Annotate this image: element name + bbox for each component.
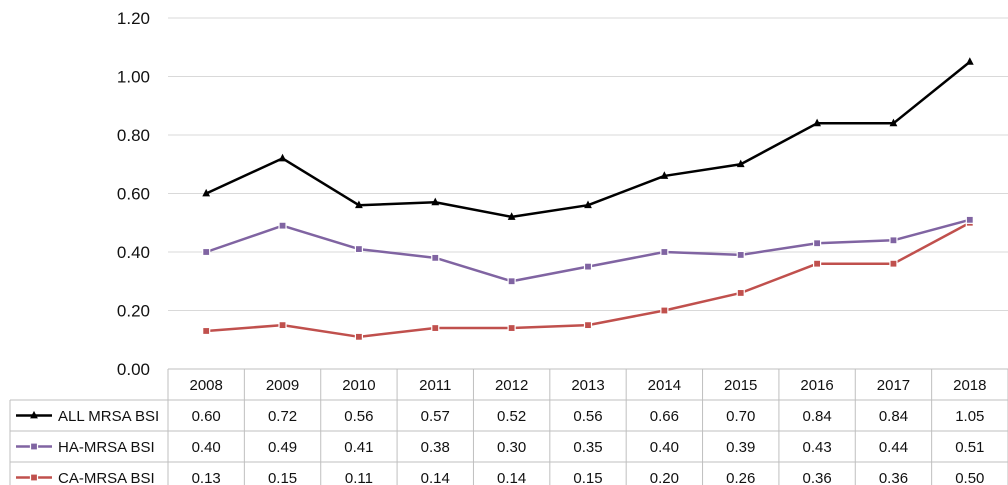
data-point [813,118,821,127]
data-point [431,323,440,333]
data-point [660,247,669,257]
x-category-label: 2015 [724,377,757,394]
series-line [206,221,971,339]
table-cell-value: 0.51 [955,439,984,456]
table-cell-value: 0.26 [726,470,755,485]
data-point [889,236,898,245]
table-cell-value: 0.14 [497,470,526,485]
data-point [278,153,287,162]
data-point [507,212,516,220]
table-cell-value: 0.30 [497,439,526,456]
data-point [889,259,898,268]
series-line [205,218,971,283]
data-point [507,323,516,333]
table-cell-value: 0.56 [344,408,373,425]
table-cell-value: 0.43 [802,439,831,456]
data-point [278,221,287,230]
table-cell-value: 1.05 [955,408,984,425]
data-point [354,244,364,254]
table-cell-value: 0.36 [879,470,908,485]
table-cell-value: 0.15 [573,470,602,485]
y-tick-label: 0.00 [117,360,150,379]
series-lines [202,57,974,341]
table-cell-value: 0.66 [650,408,679,425]
x-category-label: 2016 [800,377,833,394]
table-cell-value: 0.72 [268,408,297,425]
data-point [431,253,440,262]
table-cell-value: 0.20 [650,470,679,485]
y-axis: 0.00 0.20 0.40 0.60 0.80 1.00 1.20 [117,9,150,379]
table-cell-value: 0.84 [879,408,908,425]
grid-lines [168,17,1008,311]
table-cell-value: 0.60 [192,408,221,425]
legend-series-name: ALL MRSA BSI [58,408,159,425]
x-category-label: 2014 [648,377,681,394]
legend-key-marker [30,410,38,419]
x-category-label: 2008 [189,377,222,394]
x-category-label: 2012 [495,377,528,394]
table-cell-value: 0.84 [802,408,831,425]
table-cell-value: 0.52 [497,408,526,425]
data-point [965,57,974,65]
y-tick-label: 0.60 [117,185,150,204]
table-cell-value: 0.40 [192,439,221,456]
table-cell-value: 0.70 [726,408,755,425]
data-point [736,250,745,260]
data-point [202,188,211,197]
x-category-label: 2009 [266,377,299,394]
data-point [965,215,974,224]
table-cell-value: 0.14 [421,470,450,485]
table-cell-value: 0.39 [726,439,755,456]
table-cell-value: 0.15 [268,470,297,485]
data-point [660,171,669,179]
data-point [202,326,211,336]
x-category-label: 2011 [419,377,451,394]
table-cell-value: 0.49 [268,439,297,456]
table-cell-value: 0.56 [573,408,602,425]
x-category-label: 2010 [342,377,375,394]
table-cell-value: 0.38 [421,439,450,456]
data-point [583,262,593,271]
y-tick-label: 0.40 [117,243,150,262]
data-table: 2008 2009 2010 2011 2012 2013 2014 2015 2016 2017… [9,368,1008,485]
y-tick-label: 0.20 [117,302,150,321]
data-point [354,332,364,341]
table-cell-value: 0.11 [345,470,373,485]
data-point [812,239,822,248]
data-point [736,159,745,168]
data-point [431,197,440,206]
y-tick-label: 1.20 [117,9,150,28]
table-cell-value: 0.40 [650,439,679,456]
legend-series-name: CA-MRSA BSI [58,470,155,485]
data-point [583,321,593,330]
table-cell-value: 0.36 [802,470,831,485]
data-point [278,321,287,330]
data-point [660,306,669,315]
table-cell-value: 0.41 [344,439,373,456]
x-category-label: 2017 [877,377,910,394]
data-point [889,118,898,127]
data-point [584,200,592,209]
legend-key-marker [29,473,39,482]
table-cell-value: 0.44 [879,439,908,456]
data-point [507,277,516,286]
legend-key-marker [29,442,39,451]
table-cell-value: 0.57 [421,408,450,425]
table-cell-value: 0.35 [573,439,602,456]
data-point [202,247,211,257]
table-cell-value: 0.13 [192,470,221,485]
legend-series-name: HA-MRSA BSI [58,439,155,456]
data-point [355,200,363,209]
y-tick-label: 1.00 [117,68,150,87]
x-category-label: 2013 [571,377,604,394]
data-point [736,288,745,298]
table-cell-value: 0.50 [955,470,984,485]
data-point [812,259,822,268]
x-category-label: 2018 [953,377,986,394]
y-tick-label: 0.80 [117,126,150,145]
